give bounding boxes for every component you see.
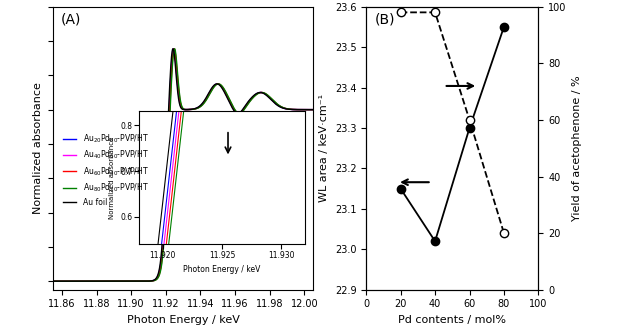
Y-axis label: Normalized absorbance: Normalized absorbance — [33, 82, 43, 214]
Y-axis label: Yield of acetophenone / %: Yield of acetophenone / % — [572, 75, 582, 221]
Text: (B): (B) — [375, 12, 395, 26]
X-axis label: Pd contents / mol%: Pd contents / mol% — [398, 315, 506, 325]
Text: (A): (A) — [61, 12, 81, 26]
X-axis label: Photon Energy / keV: Photon Energy / keV — [126, 315, 240, 325]
Legend: Au$_{20}$Pd$_{80}$-PVP/HT, Au$_{40}$Pd$_{60}$-PVP/HT, Au$_{60}$Pd$_{40}$-PVP/HT,: Au$_{20}$Pd$_{80}$-PVP/HT, Au$_{40}$Pd$_… — [59, 129, 151, 210]
Y-axis label: WL area / keV·cm⁻¹: WL area / keV·cm⁻¹ — [319, 94, 329, 202]
